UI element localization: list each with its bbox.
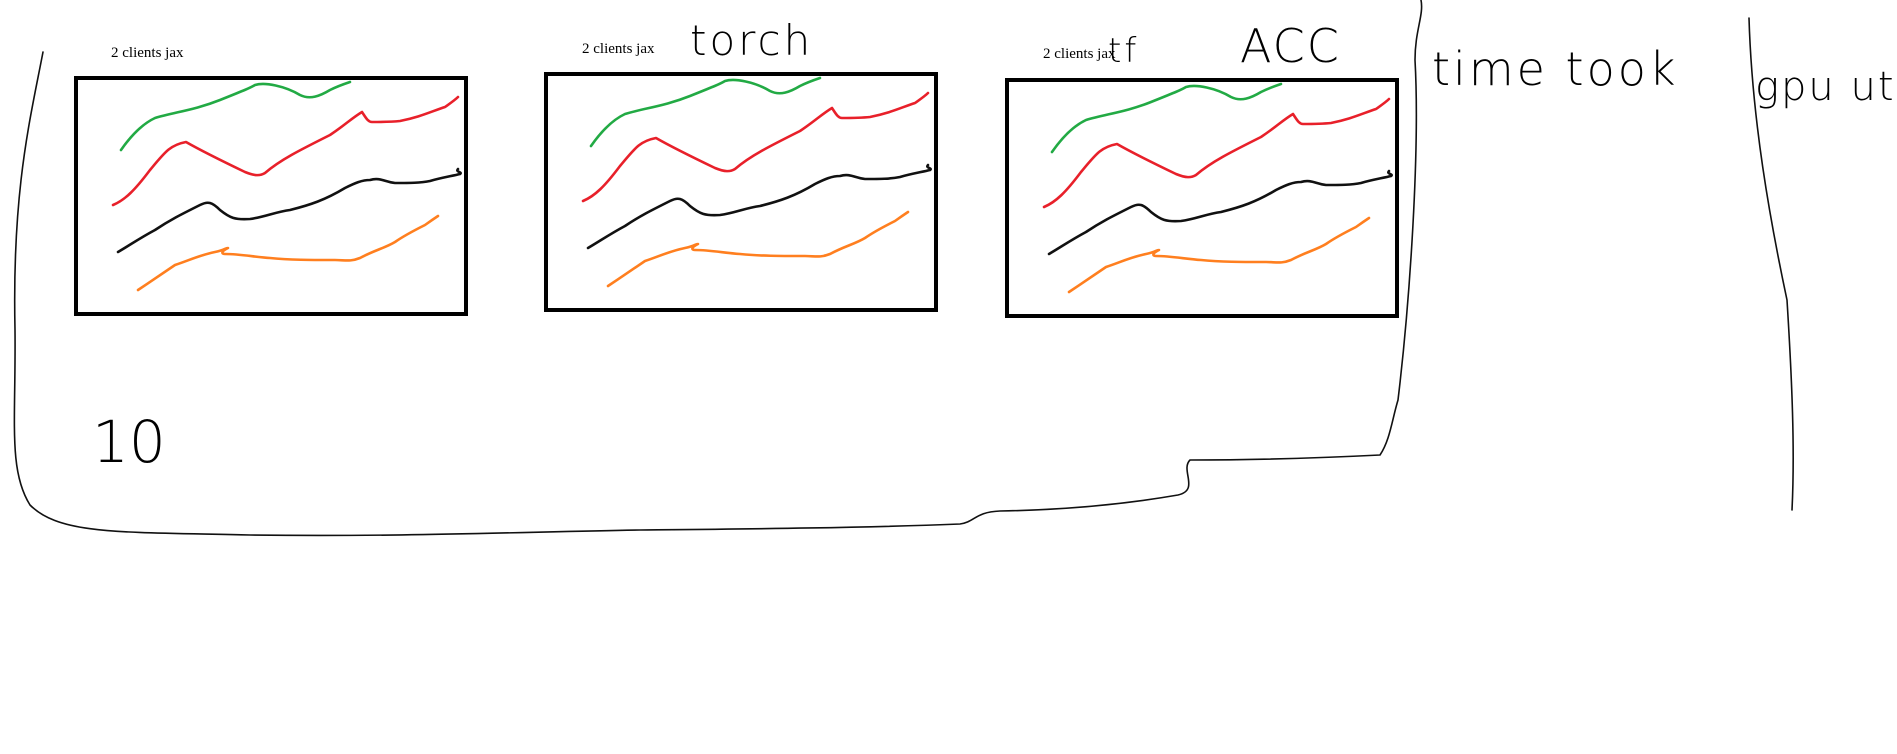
clients-count-annotation: 10 — [92, 408, 166, 476]
outline-stroke — [13, 0, 1423, 537]
panel-2-annotation: torch — [690, 16, 813, 65]
panel-2-series-black — [586, 163, 932, 250]
panel-1-series-black — [116, 167, 462, 254]
gpu-util-annotation: gpu util — [1755, 64, 1897, 110]
panel-3-series-orange — [1067, 216, 1371, 294]
chart-panel-2: 2 clients jax torch — [544, 16, 938, 312]
panel-3-series-red — [1042, 97, 1391, 209]
panel-1-series-red — [111, 95, 460, 207]
acc-annotation: ACC — [1240, 19, 1341, 73]
panel-2-frame — [544, 72, 938, 312]
panel-1-series-orange — [136, 214, 440, 292]
panel-3-series-green — [1050, 82, 1283, 154]
panel-1-series-green — [119, 80, 352, 152]
panel-3-series-black — [1047, 169, 1393, 256]
time-took-annotation: time took — [1432, 42, 1679, 96]
panel-1-frame — [74, 76, 468, 316]
divider-stroke — [1748, 17, 1794, 511]
panel-2-label: 2 clients jax — [582, 41, 655, 57]
panel-3-frame — [1005, 78, 1399, 318]
panel-2-series-red — [581, 91, 930, 203]
panel-2-series-green — [589, 76, 822, 148]
panel-1-label: 2 clients jax — [111, 45, 184, 61]
chart-panel-1: 2 clients jax — [74, 45, 468, 316]
panel-3-label: 2 clients jax — [1043, 46, 1116, 62]
panel-3-annotation: tf — [1108, 31, 1139, 71]
chart-panel-3: 2 clients jax tf — [1005, 31, 1399, 318]
panel-2-series-orange — [606, 210, 910, 288]
